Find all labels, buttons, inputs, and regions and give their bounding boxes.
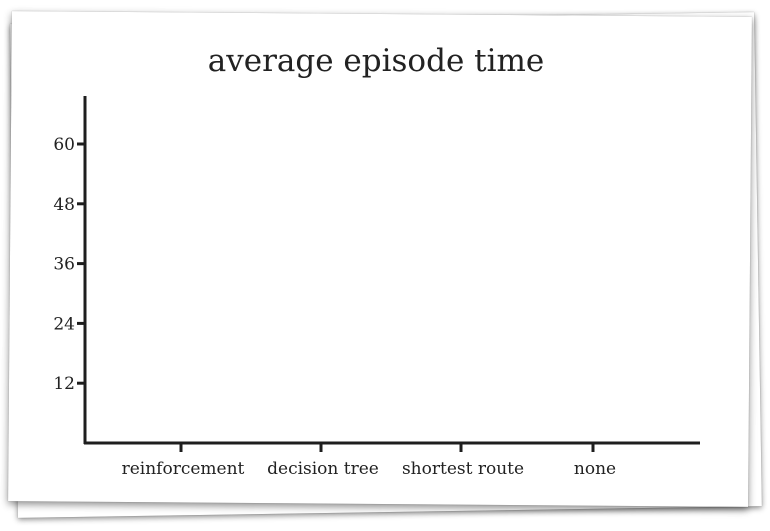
y-tick-label: 12 xyxy=(53,374,75,394)
chart-title: average episode time xyxy=(208,43,545,79)
y-tick-label: 24 xyxy=(53,314,75,334)
x-tick-label: reinforcement xyxy=(122,459,245,479)
y-tick-label: 48 xyxy=(53,195,75,215)
y-tick-label: 60 xyxy=(53,135,75,155)
x-tick-label: decision tree xyxy=(267,459,379,479)
y-tick-label: 36 xyxy=(53,255,75,275)
x-tick-group: reinforcement decision tree shortest route… xyxy=(122,443,616,479)
x-tick-label: shortest route xyxy=(402,459,524,479)
x-tick-label: none xyxy=(574,459,616,479)
y-tick-group: 12 24 36 48 60 xyxy=(53,135,85,394)
